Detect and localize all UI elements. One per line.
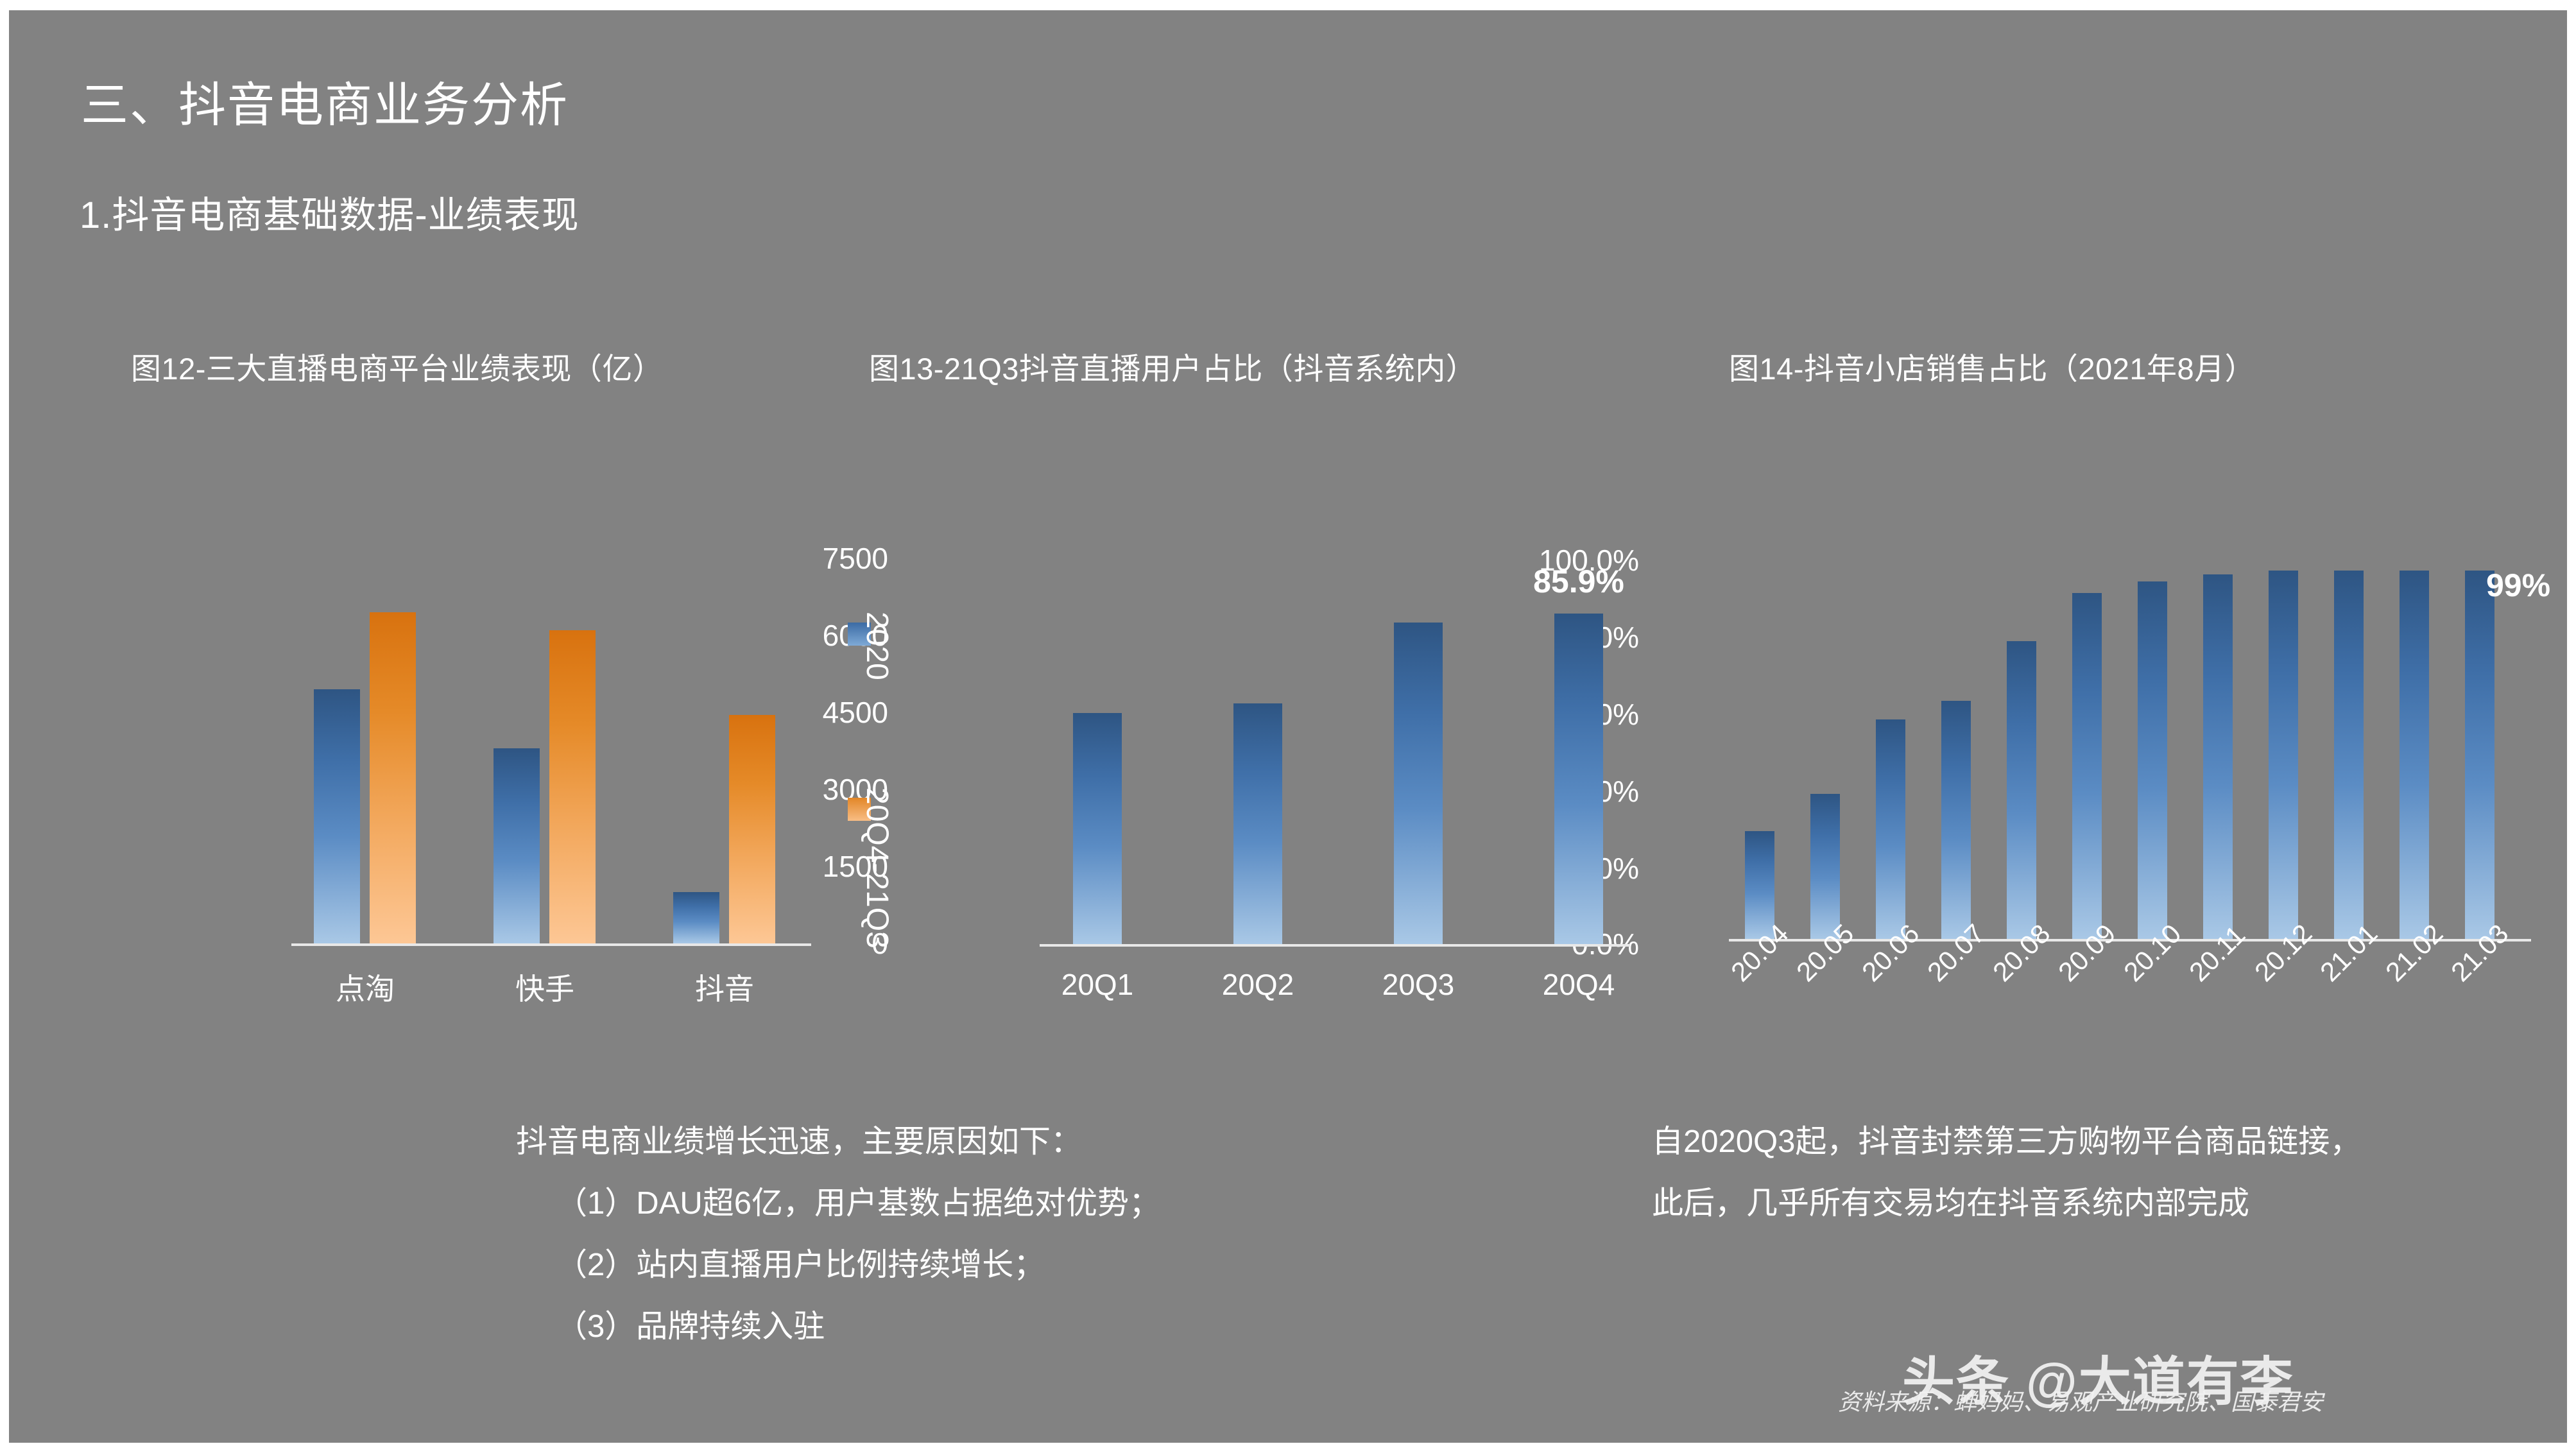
bar-2020-douyin <box>673 892 719 943</box>
note-left: 抖音电商业绩增长迅速，主要原因如下： （1）DAU超6亿，用户基数占据绝对优势；… <box>516 1111 1160 1357</box>
chart-1-ytick-0: 0 <box>872 927 888 960</box>
chart-2-xlabel-20q2: 20Q2 <box>1221 968 1294 1001</box>
chart-2-plot: 100.0% 80.0% 60.0% 40.0% 20.0% 0.0% 85.9… <box>869 388 1639 1001</box>
legend-swatch-2020 <box>848 623 871 646</box>
note-left-heading: 抖音电商业绩增长迅速，主要原因如下： <box>516 1124 1083 1159</box>
legend-swatch-20q4-21q3 <box>848 798 871 821</box>
chart-1-xlabel-douyin: 抖音 <box>695 972 754 1006</box>
bar-2020-dtao <box>314 689 360 943</box>
slide-canvas: 三、抖音电商业务分析 1.抖音电商基础数据-业绩表现 图12-三大直播电商平台业… <box>9 10 2567 1443</box>
watermark-logo: 头条 <box>1902 1353 2011 1411</box>
chart-1-xlabel-dtao: 点淘 <box>336 972 395 1006</box>
note-right: 自2020Q3起，抖音封禁第三方购物平台商品链接， 此后，几乎所有交易均在抖音系… <box>1652 1111 2361 1234</box>
bar-20q4-douyin <box>729 715 775 943</box>
chart-3-data-label-2103: 99% <box>2486 567 2551 603</box>
chart-2-xlabel-20q1: 20Q1 <box>1061 968 1134 1001</box>
bar-20q4 <box>1554 614 1603 944</box>
bar-2007 <box>1941 701 1971 939</box>
note-left-item-2: （2）站内直播用户比例持续增长； <box>556 1248 1045 1282</box>
chart-2-data-label-20q4: 85.9% <box>1533 563 1624 599</box>
page-subtitle: 1.抖音电商基础数据-业绩表现 <box>80 194 580 236</box>
chart-1-plot: 7500 6000 4500 3000 1500 0 点淘 快手 抖音 2020… <box>131 388 894 1006</box>
watermark-handle: @大道有李 <box>2025 1353 2294 1411</box>
bar-2102 <box>2400 571 2429 939</box>
bar-2004 <box>1745 831 1774 939</box>
chart-1-x-axis-line <box>291 943 811 946</box>
note-left-item-1: （1）DAU超6亿，用户基数占据绝对优势； <box>556 1186 1160 1221</box>
bar-2005 <box>1810 794 1840 939</box>
bar-2008 <box>2007 641 2036 939</box>
page-title: 三、抖音电商业务分析 <box>81 78 569 132</box>
bar-2012 <box>2269 571 2298 939</box>
chart-panel-3: 图14-抖音小店销售占比（2021年8月） 99% 20.04 20.05 20… <box>1725 344 2550 987</box>
chart-2-title: 图13-21Q3抖音直播用户占比（抖音系统内） <box>869 352 1477 386</box>
chart-1-ytick-1500: 1500 <box>822 850 888 883</box>
source-note: 资料来源：蝉妈妈、易观产业研究院、国泰君安 <box>1838 1389 2324 1415</box>
bar-2020-kuaishou <box>494 748 540 943</box>
bar-20q1 <box>1073 713 1122 944</box>
chart-2-ytick-100: 100.0% <box>1538 544 1639 577</box>
bar-20q2 <box>1233 703 1282 944</box>
chart-1-title: 图12-三大直播电商平台业绩表现（亿） <box>131 352 664 386</box>
bar-2101 <box>2334 571 2364 939</box>
note-right-line-1: 自2020Q3起，抖音封禁第三方购物平台商品链接， <box>1652 1124 2362 1159</box>
chart-panel-2: 图13-21Q3抖音直播用户占比（抖音系统内） 100.0% 80.0% 60.… <box>869 344 1639 1001</box>
chart-3-plot: 99% 20.04 20.05 20.06 20.07 20.08 20.09 … <box>1725 388 2550 987</box>
chart-3-x-axis-line <box>1729 939 2531 941</box>
chart-2-x-axis-line <box>1040 944 1630 947</box>
chart-2-xlabel-20q3: 20Q3 <box>1382 968 1455 1001</box>
bar-20q4-dtao <box>370 612 416 943</box>
chart-1-xlabel-kuaishou: 快手 <box>515 972 574 1006</box>
note-right-line-2: 此后，几乎所有交易均在抖音系统内部完成 <box>1652 1186 2250 1221</box>
chart-2-xlabel-20q4: 20Q4 <box>1542 968 1615 1001</box>
chart-panel-1: 图12-三大直播电商平台业绩表现（亿） 7500 6000 4500 3000 … <box>131 344 894 1006</box>
bar-2011 <box>2203 574 2233 939</box>
bar-20q4-kuaishou <box>549 630 596 943</box>
bar-2006 <box>1876 719 1905 939</box>
bar-2103 <box>2465 571 2494 939</box>
chart-3-title: 图14-抖音小店销售占比（2021年8月） <box>1729 352 2256 386</box>
chart-1-ytick-4500: 4500 <box>822 696 888 729</box>
note-left-item-3: （3）品牌持续入驻 <box>556 1309 825 1344</box>
chart-1-ytick-7500: 7500 <box>822 542 888 575</box>
watermark: 头条 @大道有李 <box>1902 1339 2294 1415</box>
bar-2010 <box>2138 581 2167 939</box>
bar-20q3 <box>1394 623 1443 944</box>
bar-2009 <box>2072 593 2102 939</box>
